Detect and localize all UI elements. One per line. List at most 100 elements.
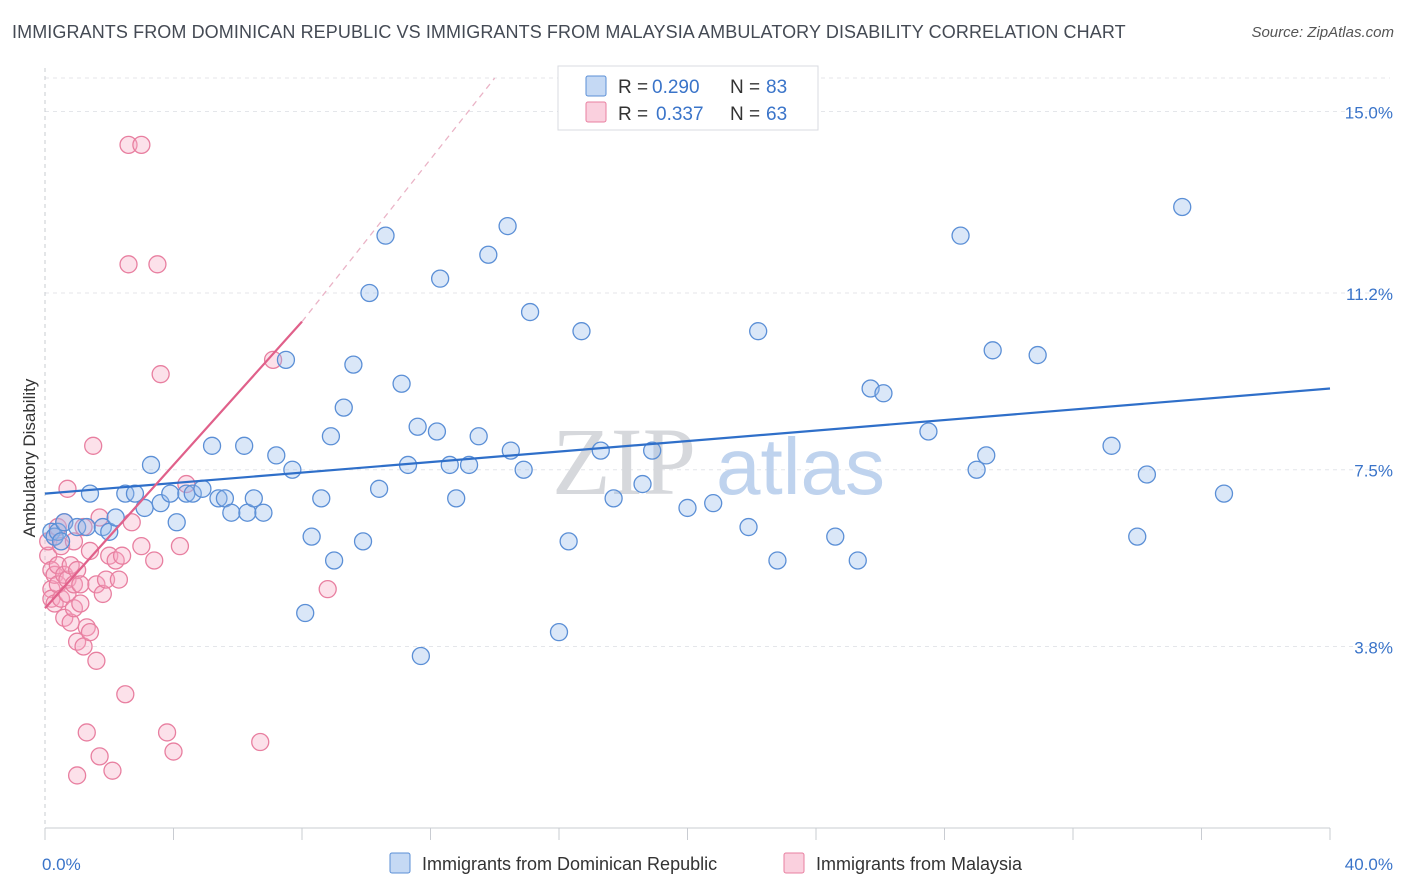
malaysia-point [71, 575, 90, 594]
dominican-point [549, 622, 569, 642]
malaysia-point [109, 570, 129, 589]
malaysia-trend-line [44, 320, 303, 609]
legend-r-value-1: 0.290 [652, 77, 700, 98]
dominican-point [427, 422, 447, 441]
malaysia-point [39, 546, 58, 565]
dominican-point [283, 460, 302, 479]
dominican-point [411, 646, 431, 666]
dominican-point [479, 245, 498, 264]
dominican-point [459, 455, 479, 475]
malaysia-point [145, 551, 164, 570]
malaysia-point [132, 135, 151, 155]
dominican-point [633, 474, 652, 494]
dominican-point [392, 374, 411, 393]
dominican-point [604, 489, 623, 508]
dominican-point [1102, 436, 1121, 455]
dominican-point [183, 484, 202, 503]
dominican-point [77, 517, 96, 537]
malaysia-point [318, 579, 337, 599]
dominican-point [302, 527, 321, 546]
dominican-point [983, 341, 1002, 360]
dominican-point [321, 427, 341, 446]
dominican-point [591, 441, 610, 460]
malaysia-point [119, 255, 138, 274]
dominican-point [376, 226, 395, 245]
legend-r-value-2: 0.337 [656, 104, 704, 125]
trend-lines [44, 77, 1331, 609]
dominican-point [360, 283, 379, 303]
dominican-point [572, 322, 591, 341]
dominican-point [1214, 484, 1234, 503]
dominican-point [135, 498, 154, 518]
malaysia-point [48, 556, 67, 575]
dominican-point [67, 517, 87, 537]
dominican-point [1128, 527, 1147, 546]
malaysia-point [90, 747, 109, 766]
malaysia-point [112, 546, 132, 565]
dominican-point [48, 522, 67, 541]
y-tick-label: 15.0% [1345, 103, 1393, 122]
dominican-point [447, 489, 466, 508]
dominican-point [209, 489, 228, 508]
legend-swatch-pink [585, 101, 607, 123]
dominican-point [520, 302, 540, 322]
dominican-point [430, 269, 450, 288]
malaysia-point [77, 723, 96, 742]
dominican-point [151, 494, 170, 513]
malaysia-point [84, 436, 103, 455]
dominican-points [42, 197, 1234, 666]
dominican-point [296, 603, 315, 623]
legend-bottom-swatch-blue [389, 852, 411, 874]
grid-lines [45, 77, 1390, 647]
dominican-point [919, 422, 938, 441]
dominican-point [514, 460, 533, 479]
axes [44, 68, 1331, 840]
dominican-point [951, 226, 970, 245]
dominican-point [141, 455, 161, 475]
malaysia-point [119, 135, 138, 155]
malaysia-point [87, 575, 106, 594]
malaysia-point [116, 685, 135, 704]
dominican-point [678, 498, 697, 518]
watermark: ZIP atlas [552, 408, 885, 515]
dominican-point [498, 216, 517, 236]
legend-n-value-2: 63 [766, 104, 787, 125]
malaysia-point [151, 365, 170, 384]
dominican-point [161, 484, 180, 503]
dominican-point [643, 441, 662, 460]
malaysia-point [64, 532, 84, 551]
correlation-legend: R = 0.290 N = 83 R = 0.337 N = 63 [557, 65, 819, 131]
dominican-point [739, 517, 758, 537]
axis-labels: 3.8% 7.5% 11.2% 15.0% 0.0% 40.0% Ambulatory Di… [20, 103, 1393, 874]
dominican-point [116, 484, 135, 503]
y-tick-label: 7.5% [1354, 462, 1393, 481]
malaysia-point [164, 742, 183, 761]
dominican-point [977, 446, 996, 465]
malaysia-point [96, 570, 116, 589]
legend-r-label-1: R = [618, 77, 648, 98]
dominican-point [874, 384, 893, 403]
malaysia-point [93, 584, 112, 604]
dominican-trend-line [44, 387, 1331, 495]
malaysia-point [80, 622, 100, 642]
dominican-point [125, 484, 145, 503]
source-label: Source: ZipAtlas.com [1251, 24, 1394, 41]
malaysia-points [39, 135, 337, 785]
malaysia-point [71, 594, 90, 613]
malaysia-point [58, 479, 77, 498]
dominican-point [353, 532, 373, 551]
chart-title: IMMIGRANTS FROM DOMINICAN REPUBLIC VS IM… [12, 22, 1126, 42]
legend-bottom-label-1: Immigrants from Dominican Republic [422, 854, 717, 874]
malaysia-point [251, 732, 270, 752]
malaysia-point [148, 255, 167, 274]
dominican-point [235, 436, 254, 455]
legend-swatch-blue [585, 75, 607, 97]
legend-r-label-2: R = [618, 104, 648, 125]
dominican-point [768, 551, 787, 570]
malaysia-point [67, 560, 87, 580]
dominican-point [51, 532, 71, 551]
dominican-point [826, 527, 845, 546]
dominican-point [167, 513, 186, 532]
dominican-point [276, 350, 296, 369]
